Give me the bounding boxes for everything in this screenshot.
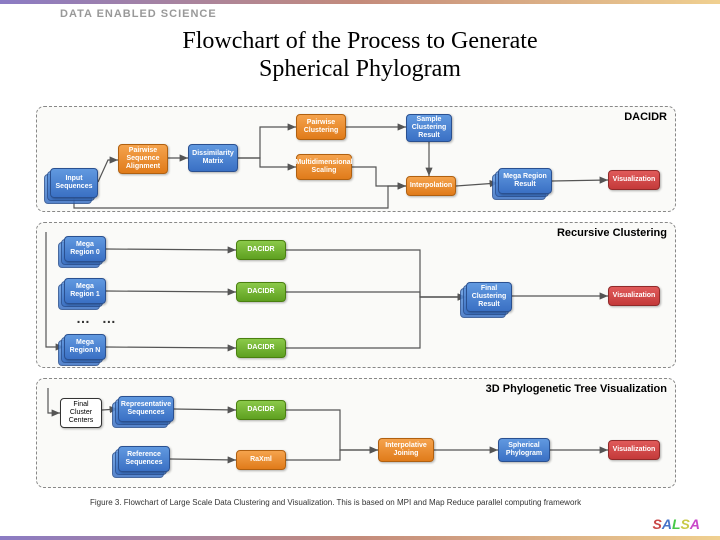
node-interp-join: InterpolativeJoining xyxy=(378,438,434,462)
node-dacidr-0: DACIDR xyxy=(236,240,286,260)
panel-label: DACIDR xyxy=(624,111,667,123)
ellipsis-text: … … xyxy=(76,310,120,326)
node-viz1: Visualization xyxy=(608,170,660,190)
node-raxml: RaXml xyxy=(236,450,286,470)
node-viz3: Visualization xyxy=(608,440,660,460)
node-final-clust: FinalClusteringResult xyxy=(466,282,512,312)
node-dissim-matrix: DissimilarityMatrix xyxy=(188,144,238,172)
node-sample-clust: SampleClusteringResult xyxy=(406,114,452,142)
panel-label: 3D Phylogenetic Tree Visualization xyxy=(486,383,667,395)
footer-gradient-bar xyxy=(0,536,720,540)
node-mds: MultidimensionalScaling xyxy=(296,154,352,180)
node-mega-n: MegaRegion N xyxy=(64,334,106,360)
figure-caption: Figure 3. Flowchart of Large Scale Data … xyxy=(90,498,581,507)
node-pairwise-align: PairwiseSequenceAlignment xyxy=(118,144,168,174)
node-dacidr-n: DACIDR xyxy=(236,338,286,358)
node-mega-0: MegaRegion 0 xyxy=(64,236,106,262)
salsa-logo: SALSA xyxy=(653,516,701,532)
node-mega-result: Mega RegionResult xyxy=(498,168,552,194)
header-brand-text: DATA ENABLED SCIENCE xyxy=(60,8,217,20)
panel-p2: Recursive Clustering xyxy=(36,222,676,368)
node-viz2: Visualization xyxy=(608,286,660,306)
node-mega-1: MegaRegion 1 xyxy=(64,278,106,304)
header-gradient-bar xyxy=(0,0,720,4)
slide-title: Flowchart of the Process to GenerateSphe… xyxy=(0,28,720,83)
node-rep-seq: RepresentativeSequences xyxy=(118,396,174,422)
panel-label: Recursive Clustering xyxy=(557,227,667,239)
node-find-centers: FinalClusterCenters xyxy=(60,398,102,428)
node-pairwise-clust: PairwiseClustering xyxy=(296,114,346,140)
node-sph-phylo: SphericalPhylogram xyxy=(498,438,550,462)
node-ref-seq: ReferenceSequences xyxy=(118,446,170,472)
node-input-seq: InputSequences xyxy=(50,168,98,198)
node-interp1: Interpolation xyxy=(406,176,456,196)
node-dacidr-1: DACIDR xyxy=(236,282,286,302)
node-dacidr-3: DACIDR xyxy=(236,400,286,420)
